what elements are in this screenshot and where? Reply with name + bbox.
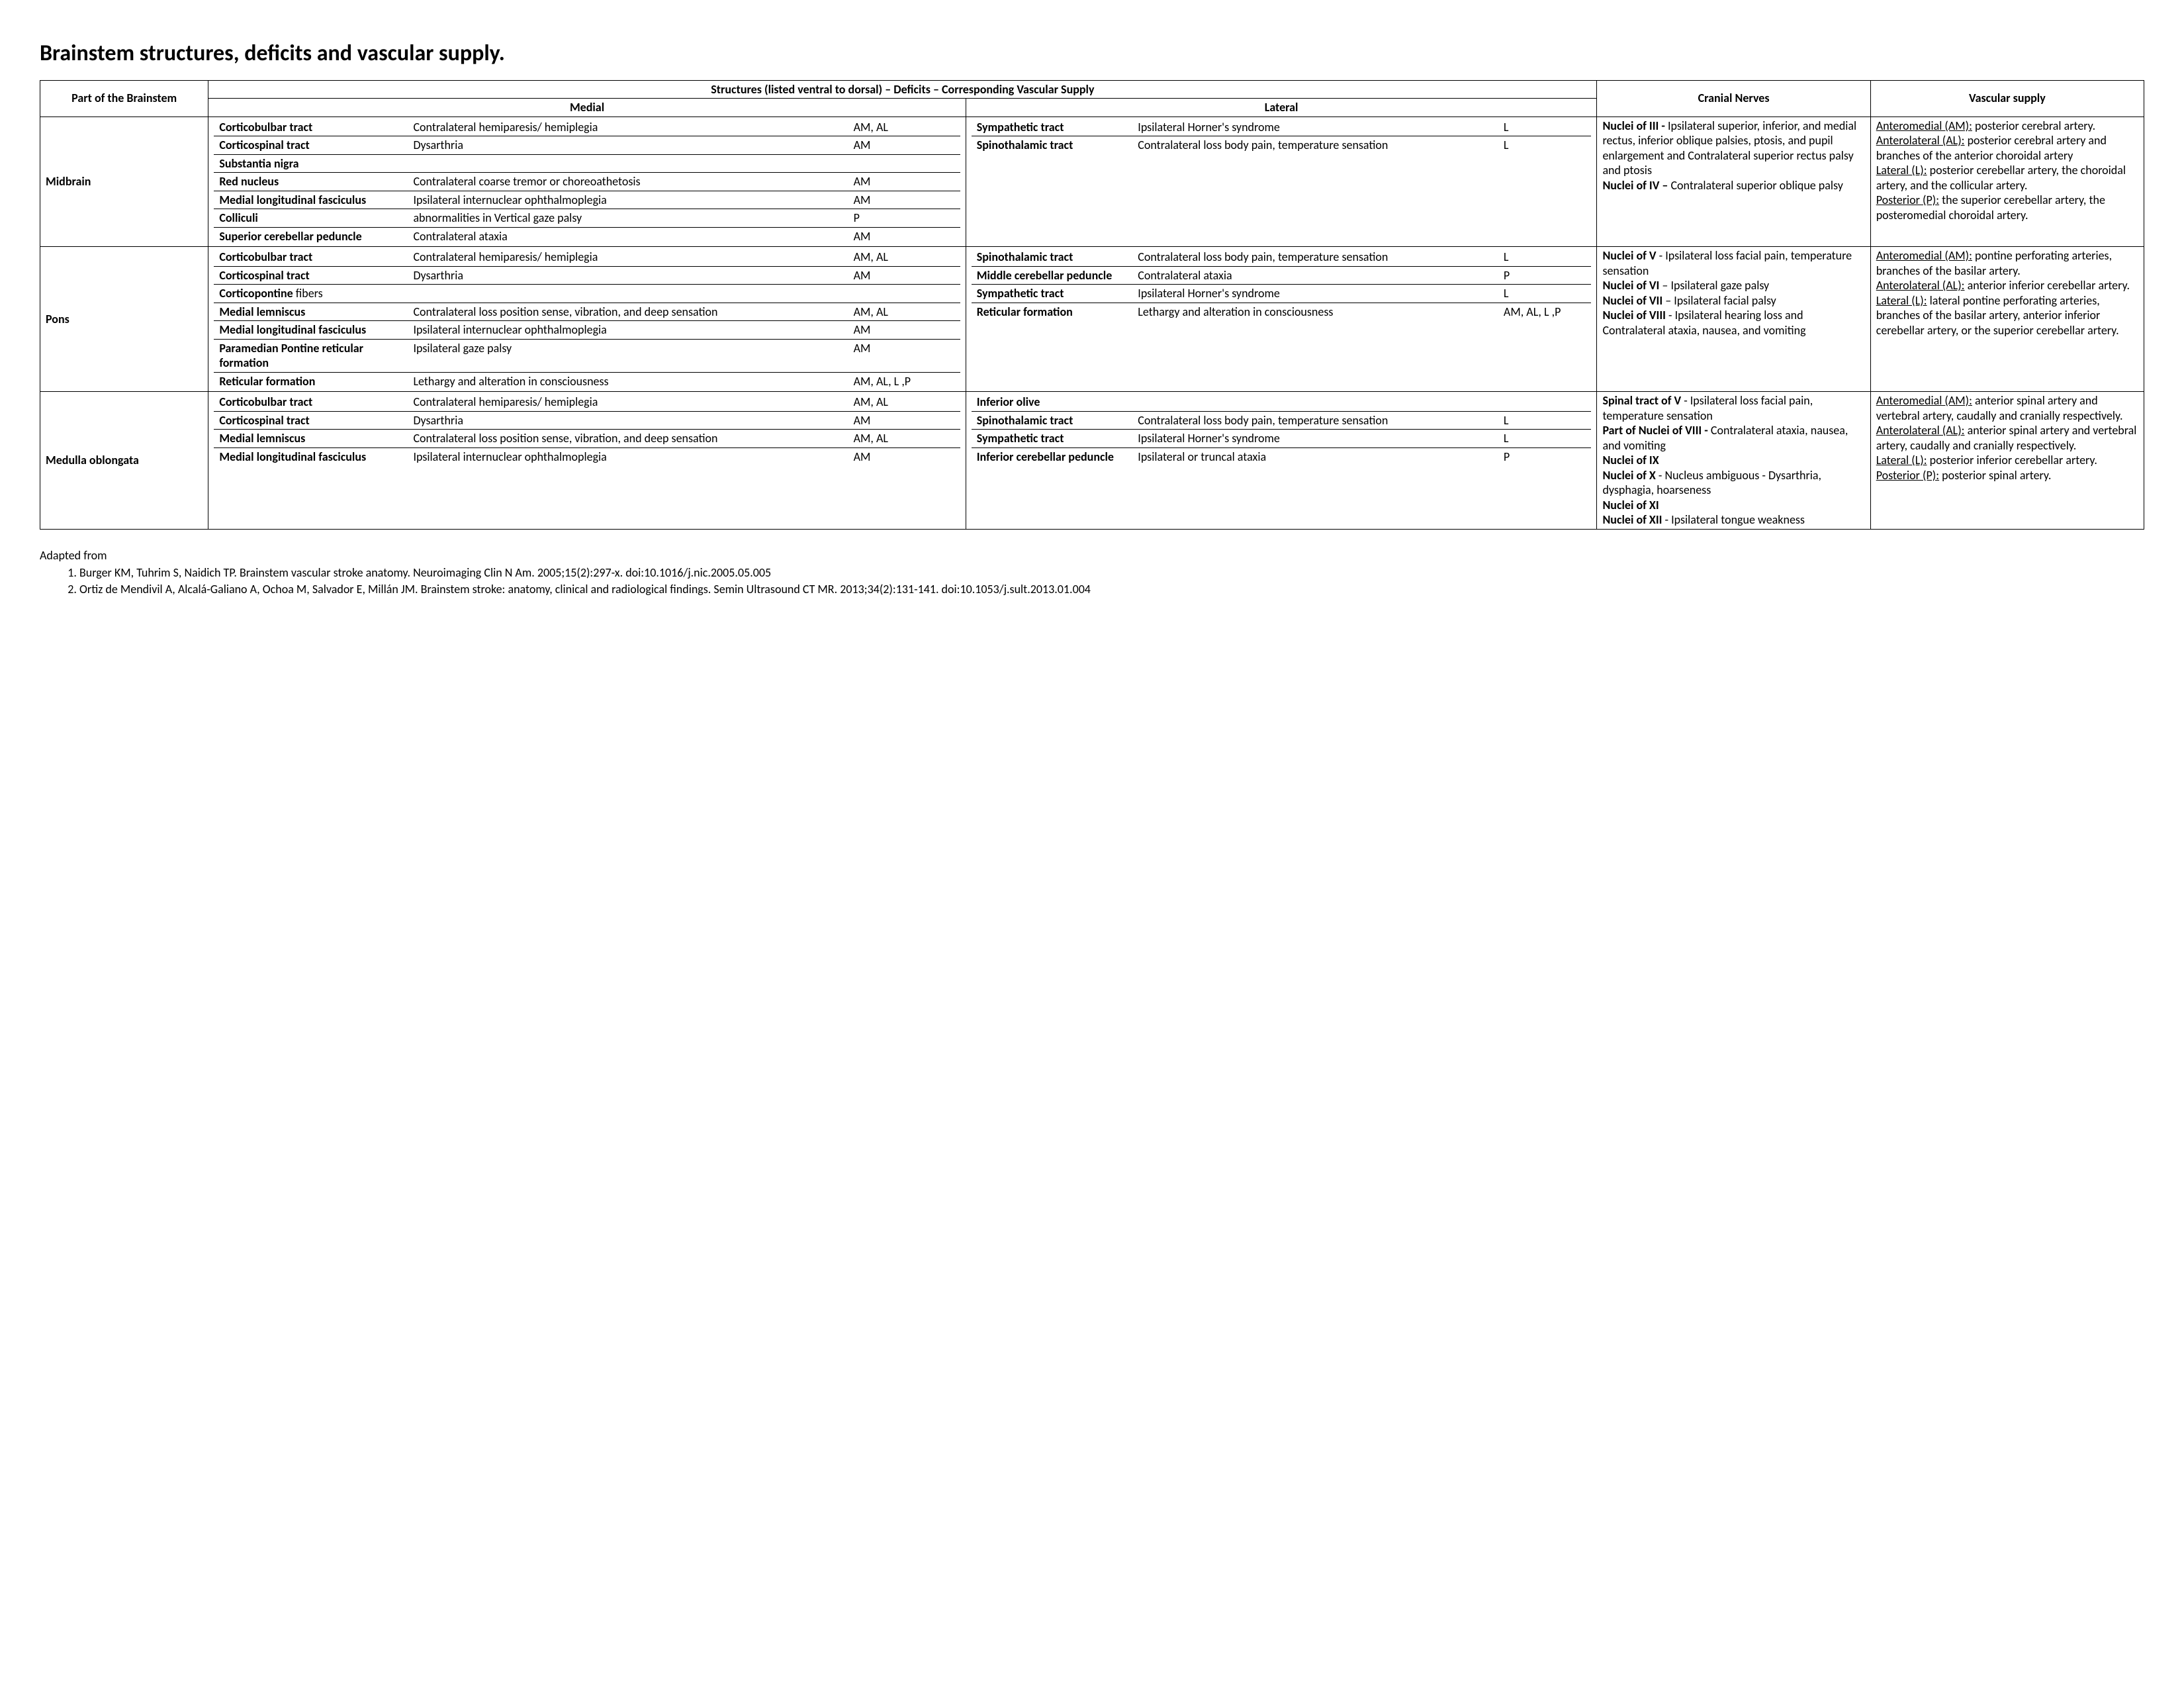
table-row: Substantia nigra (214, 154, 960, 173)
hdr-cn: Cranial Nerves (1597, 80, 1870, 117)
table-row: Inferior olive (972, 393, 1592, 411)
table-row: Medial lemniscusContralateral loss posit… (214, 430, 960, 448)
midbrain-cn: Nuclei of III - Ipsilateral superior, in… (1597, 117, 1870, 247)
table-row: Medial longitudinal fasciculusIpsilatera… (214, 447, 960, 465)
hdr-vascular: Vascular supply (1870, 80, 2144, 117)
hdr-part: Part of the Brainstem (40, 80, 208, 117)
hdr-lateral: Lateral (966, 99, 1597, 117)
table-row: Medial longitudinal fasciculusIpsilatera… (214, 321, 960, 340)
table-row: Corticospinal tractDysarthriaAM (214, 136, 960, 155)
midbrain-lateral: Sympathetic tractIpsilateral Horner's sy… (966, 117, 1597, 247)
brainstem-table: Part of the Brainstem Structures (listed… (40, 80, 2144, 530)
row-medulla: Medulla oblongata Corticobulbar tractCon… (40, 392, 2144, 530)
table-row: Inferior cerebellar peduncleIpsilateral … (972, 447, 1592, 465)
table-row: Colliculiabnormalities in Vertical gaze … (214, 209, 960, 228)
refs-intro: Adapted from (40, 548, 107, 563)
row-pons: Pons Corticobulbar tractContralateral he… (40, 247, 2144, 392)
refs-list: Burger KM, Tuhrim S, Naidich TP. Brainst… (79, 565, 2144, 596)
table-row: Spinothalamic tractContralateral loss bo… (972, 136, 1592, 154)
medulla-vasc: Anteromedial (AM): anterior spinal arter… (1870, 392, 2144, 530)
table-row: Reticular formationLethargy and alterati… (972, 303, 1592, 320)
ref-item: Burger KM, Tuhrim S, Naidich TP. Brainst… (79, 565, 2144, 581)
page-title: Brainstem structures, deficits and vascu… (40, 40, 2144, 68)
midbrain-medial: Corticobulbar tractContralateral hemipar… (208, 117, 966, 247)
section-pons: Pons (40, 247, 208, 392)
table-row: Spinothalamic tractContralateral loss bo… (972, 411, 1592, 430)
table-row: Corticospinal tractDysarthriaAM (214, 266, 960, 285)
medulla-medial: Corticobulbar tractContralateral hemipar… (208, 392, 966, 530)
pons-vasc: Anteromedial (AM): pontine perforating a… (1870, 247, 2144, 392)
table-row: Reticular formationLethargy and alterati… (214, 372, 960, 390)
midbrain-vasc: Anteromedial (AM): posterior cerebral ar… (1870, 117, 2144, 247)
header-row-1: Part of the Brainstem Structures (listed… (40, 80, 2144, 99)
pons-cn: Nuclei of V - Ipsilateral loss facial pa… (1597, 247, 1870, 392)
table-row: Sympathetic tractIpsilateral Horner's sy… (972, 285, 1592, 303)
table-row: Red nucleusContralateral coarse tremor o… (214, 173, 960, 191)
table-row: Medial lemniscusContralateral loss posit… (214, 303, 960, 321)
row-midbrain: Midbrain Corticobulbar tractContralatera… (40, 117, 2144, 247)
table-row: Sympathetic tractIpsilateral Horner's sy… (972, 430, 1592, 448)
hdr-medial: Medial (208, 99, 966, 117)
table-row: Corticobulbar tractContralateral hemipar… (214, 118, 960, 136)
table-row: Sympathetic tractIpsilateral Horner's sy… (972, 118, 1592, 136)
table-row: Superior cerebellar peduncleContralatera… (214, 227, 960, 245)
table-row: Medial longitudinal fasciculusIpsilatera… (214, 191, 960, 209)
table-row: Corticospinal tractDysarthriaAM (214, 411, 960, 430)
table-row: Corticopontine fibers (214, 285, 960, 303)
references: Adapted from Burger KM, Tuhrim S, Naidic… (40, 548, 2144, 597)
pons-lateral: Spinothalamic tractContralateral loss bo… (966, 247, 1597, 392)
table-row: Paramedian Pontine reticular formationIp… (214, 339, 960, 372)
pons-medial: Corticobulbar tractContralateral hemipar… (208, 247, 966, 392)
ref-item: Ortiz de Mendivil A, Alcalá-Galiano A, O… (79, 582, 2144, 597)
section-medulla: Medulla oblongata (40, 392, 208, 530)
table-row: Middle cerebellar peduncleContralateral … (972, 266, 1592, 285)
medulla-cn: Spinal tract of V - Ipsilateral loss fac… (1597, 392, 1870, 530)
table-row: Corticobulbar tractContralateral hemipar… (214, 248, 960, 266)
table-row: Corticobulbar tractContralateral hemipar… (214, 393, 960, 411)
section-midbrain: Midbrain (40, 117, 208, 247)
table-row: Spinothalamic tractContralateral loss bo… (972, 248, 1592, 266)
medulla-lateral: Inferior oliveSpinothalamic tractContral… (966, 392, 1597, 530)
hdr-structures: Structures (listed ventral to dorsal) – … (208, 80, 1597, 99)
